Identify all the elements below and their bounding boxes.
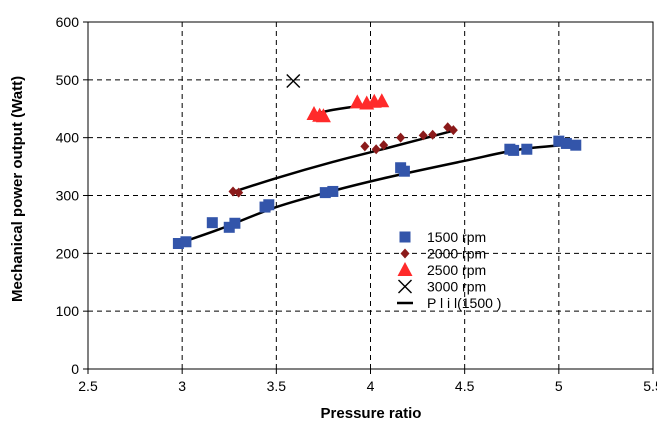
data-point bbox=[418, 130, 428, 141]
data-point bbox=[560, 137, 572, 149]
legend-label: 2000 rpm bbox=[427, 246, 486, 262]
x-tick-label: 5.5 bbox=[643, 378, 657, 394]
data-point bbox=[448, 125, 458, 136]
data-point bbox=[398, 165, 410, 177]
legend-marker bbox=[400, 248, 410, 259]
data-point bbox=[379, 140, 389, 151]
data-point bbox=[172, 238, 184, 250]
data-point bbox=[234, 187, 244, 198]
legend-label: 3000 rpm bbox=[427, 279, 486, 295]
fit-curve bbox=[230, 128, 456, 194]
data-point bbox=[521, 143, 533, 155]
y-tick-label: 400 bbox=[56, 130, 80, 146]
data-point bbox=[223, 221, 235, 233]
data-point bbox=[263, 199, 275, 211]
grid-layer bbox=[88, 22, 653, 369]
y-tick-label: 300 bbox=[56, 188, 80, 204]
y-tick-label: 0 bbox=[71, 361, 79, 377]
data-point bbox=[428, 129, 438, 140]
x-marker-stroke bbox=[398, 279, 412, 294]
y-tick-label: 600 bbox=[56, 14, 80, 30]
data-point bbox=[228, 186, 238, 197]
legend-marker bbox=[399, 231, 411, 243]
data-point bbox=[315, 108, 331, 123]
data-points bbox=[172, 73, 582, 250]
x-marker-stroke bbox=[286, 73, 301, 88]
y-tick-label: 500 bbox=[56, 72, 80, 88]
data-point bbox=[374, 93, 390, 108]
data-point bbox=[327, 185, 339, 197]
axis-layer: 2.5 3 3.5 4 4.5 5 5.5 0 100 200 300 400 500 600 bbox=[56, 14, 657, 394]
data-point bbox=[229, 217, 241, 229]
legend-label: P l i l(1500 ) bbox=[427, 295, 501, 311]
x-axis-title: Pressure ratio bbox=[321, 405, 422, 422]
legend-label: 1500 rpm bbox=[427, 229, 486, 245]
data-point bbox=[349, 94, 365, 109]
x-tick-label: 3 bbox=[178, 378, 186, 394]
data-point bbox=[360, 141, 370, 152]
data-point bbox=[396, 132, 406, 143]
x-tick-label: 4.5 bbox=[455, 378, 475, 394]
data-point bbox=[319, 187, 331, 199]
data-point bbox=[286, 73, 301, 88]
data-point bbox=[508, 144, 520, 156]
y-tick-label: 200 bbox=[56, 245, 80, 261]
data-point bbox=[206, 217, 218, 229]
x-tick-label: 4 bbox=[367, 378, 375, 394]
data-point bbox=[570, 139, 582, 151]
data-point bbox=[553, 135, 565, 147]
y-axis-title: Mechanical power output (Watt) bbox=[9, 76, 26, 302]
data-point bbox=[371, 144, 381, 155]
x-tick-label: 3.5 bbox=[267, 378, 287, 394]
data-point bbox=[180, 236, 192, 248]
legend-marker bbox=[398, 279, 412, 294]
x-tick-label: 2.5 bbox=[78, 378, 98, 394]
legend-label: 2500 rpm bbox=[427, 262, 486, 278]
y-tick-label: 100 bbox=[56, 303, 80, 319]
legend-marker bbox=[397, 262, 413, 276]
x-tick-label: 5 bbox=[555, 378, 563, 394]
